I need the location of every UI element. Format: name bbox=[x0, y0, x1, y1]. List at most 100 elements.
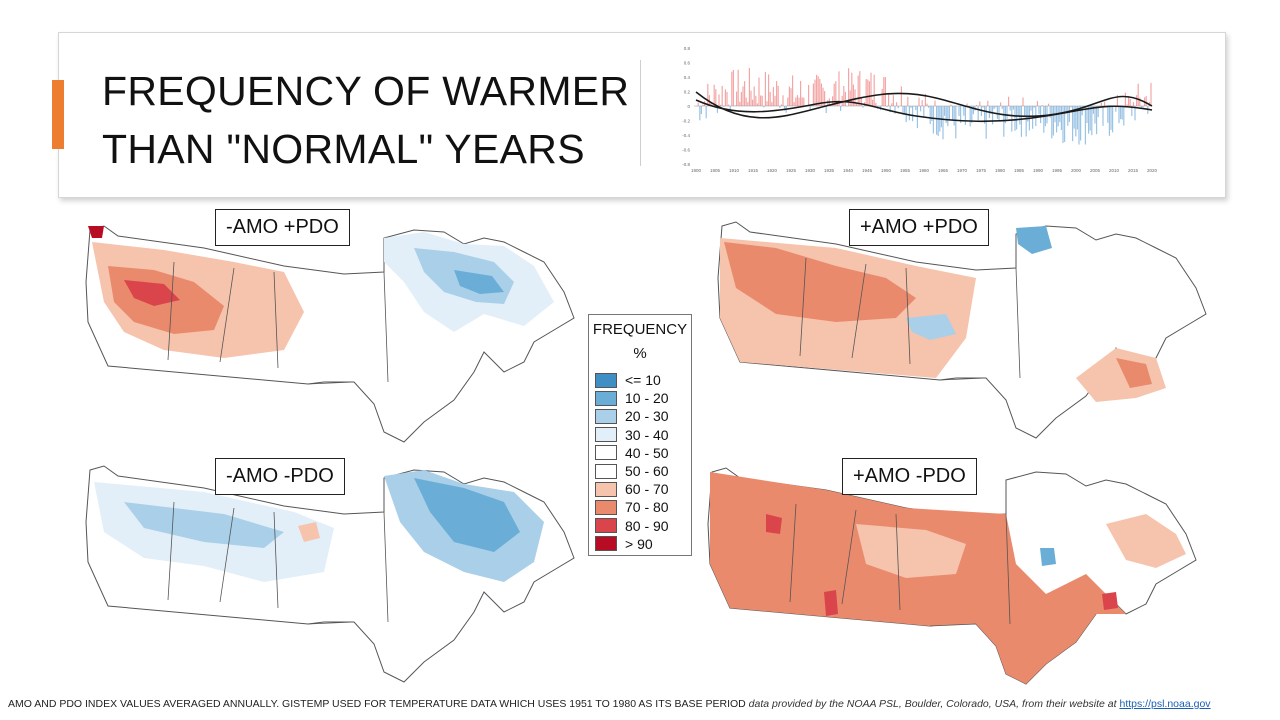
legend-item: 40 - 50 bbox=[595, 444, 669, 462]
map-label-pos-amo-neg-pdo: +AMO -PDO bbox=[842, 458, 977, 495]
index-bar bbox=[819, 78, 821, 106]
index-bar bbox=[1070, 106, 1072, 108]
legend-label: <= 10 bbox=[625, 372, 661, 388]
index-bar bbox=[764, 72, 766, 106]
index-bar bbox=[731, 71, 733, 106]
index-bar bbox=[948, 106, 950, 120]
legend-swatch bbox=[595, 518, 617, 534]
x-tick-label: 2020 bbox=[1147, 168, 1158, 173]
index-bar bbox=[1081, 106, 1083, 116]
index-bar bbox=[889, 106, 891, 113]
index-bar bbox=[859, 71, 861, 106]
x-tick-label: 1900 bbox=[691, 168, 702, 173]
index-bar bbox=[728, 104, 730, 106]
peak-region-yukon bbox=[88, 226, 104, 238]
index-bar bbox=[1051, 106, 1053, 139]
index-bar bbox=[1102, 106, 1104, 126]
index-bar bbox=[977, 106, 979, 121]
hottest-spot-alberta bbox=[824, 590, 838, 616]
index-bar bbox=[896, 102, 898, 106]
index-bar bbox=[868, 81, 870, 106]
legend-swatch bbox=[595, 427, 617, 443]
index-bar bbox=[729, 106, 731, 110]
index-bar bbox=[913, 106, 915, 107]
index-bar bbox=[707, 83, 709, 106]
province-borders bbox=[167, 501, 389, 625]
index-bar bbox=[723, 106, 725, 107]
index-bar bbox=[1104, 101, 1106, 106]
cold-region-east bbox=[414, 478, 520, 552]
index-bar bbox=[910, 106, 912, 108]
header-divider bbox=[640, 60, 641, 166]
index-bar bbox=[1129, 98, 1131, 106]
index-bar bbox=[1040, 106, 1042, 124]
map-label-neg-amo-pos-pdo: -AMO +PDO bbox=[215, 209, 350, 246]
index-bar bbox=[803, 97, 805, 106]
index-bar bbox=[1123, 106, 1125, 126]
index-bar bbox=[862, 106, 864, 108]
index-bar bbox=[926, 103, 928, 106]
index-bar bbox=[787, 97, 789, 106]
x-tick-label: 1975 bbox=[976, 168, 987, 173]
x-tick-label: 1920 bbox=[767, 168, 778, 173]
index-bar bbox=[1137, 83, 1139, 106]
frequency-legend: FREQUENCY % <= 10 10 - 20 20 - 30 30 - 40 40… bbox=[588, 314, 692, 556]
footer-link[interactable]: https://psl.noaa.gov bbox=[1119, 698, 1211, 710]
index-bar bbox=[708, 95, 710, 106]
legend-swatch bbox=[595, 372, 617, 388]
index-bar bbox=[1088, 106, 1090, 134]
index-bar bbox=[1108, 106, 1110, 136]
index-bar bbox=[1072, 106, 1074, 142]
index-bar bbox=[1060, 106, 1062, 131]
index-bar bbox=[902, 106, 904, 115]
index-bar bbox=[1150, 82, 1152, 106]
index-bar bbox=[944, 106, 946, 116]
index-bar bbox=[918, 97, 920, 106]
index-bar bbox=[1115, 106, 1117, 112]
legend-unit: % bbox=[633, 345, 647, 362]
index-bar bbox=[964, 106, 966, 125]
index-bar bbox=[739, 101, 741, 106]
index-bar bbox=[1084, 106, 1086, 145]
y-tick-label: 0.6 bbox=[684, 61, 691, 66]
warm-region-east bbox=[1076, 348, 1166, 402]
warm-region-central bbox=[856, 524, 966, 578]
index-bar bbox=[702, 104, 704, 106]
index-bar bbox=[873, 74, 875, 106]
legend-item: 70 - 80 bbox=[595, 498, 669, 516]
index-bar bbox=[1126, 104, 1128, 106]
y-tick-label: 0 bbox=[687, 104, 690, 109]
index-bar bbox=[755, 95, 757, 106]
index-bar bbox=[1025, 106, 1027, 137]
index-bar bbox=[950, 104, 952, 106]
index-bar bbox=[700, 106, 702, 115]
index-bar bbox=[721, 85, 723, 106]
map-pos-amo-pos-pdo bbox=[717, 221, 1207, 439]
x-tick-label: 1960 bbox=[919, 168, 930, 173]
index-bar bbox=[908, 106, 910, 121]
x-tick-label: 1940 bbox=[843, 168, 854, 173]
hot-region-west bbox=[724, 242, 916, 322]
legend-label: 80 - 90 bbox=[625, 517, 669, 534]
x-tick-label: 1965 bbox=[938, 168, 949, 173]
province-borders bbox=[789, 503, 1011, 627]
index-bar bbox=[1110, 106, 1112, 130]
index-bar bbox=[780, 104, 782, 106]
index-bar bbox=[1136, 95, 1138, 106]
index-bar bbox=[779, 106, 781, 108]
legend-label: 70 - 80 bbox=[625, 499, 669, 516]
index-bar bbox=[1030, 106, 1032, 111]
index-bar bbox=[740, 91, 742, 106]
index-bar bbox=[848, 68, 850, 106]
index-bar bbox=[953, 106, 955, 126]
index-bar bbox=[760, 95, 762, 106]
map-pos-amo-neg-pdo bbox=[707, 467, 1197, 685]
index-bar bbox=[912, 106, 914, 122]
index-bar bbox=[923, 106, 925, 118]
index-bar bbox=[763, 106, 765, 108]
index-bar bbox=[771, 102, 773, 106]
index-bar bbox=[1016, 106, 1018, 130]
index-bar bbox=[992, 106, 994, 125]
index-bar bbox=[1131, 106, 1133, 117]
index-bar bbox=[705, 106, 707, 119]
